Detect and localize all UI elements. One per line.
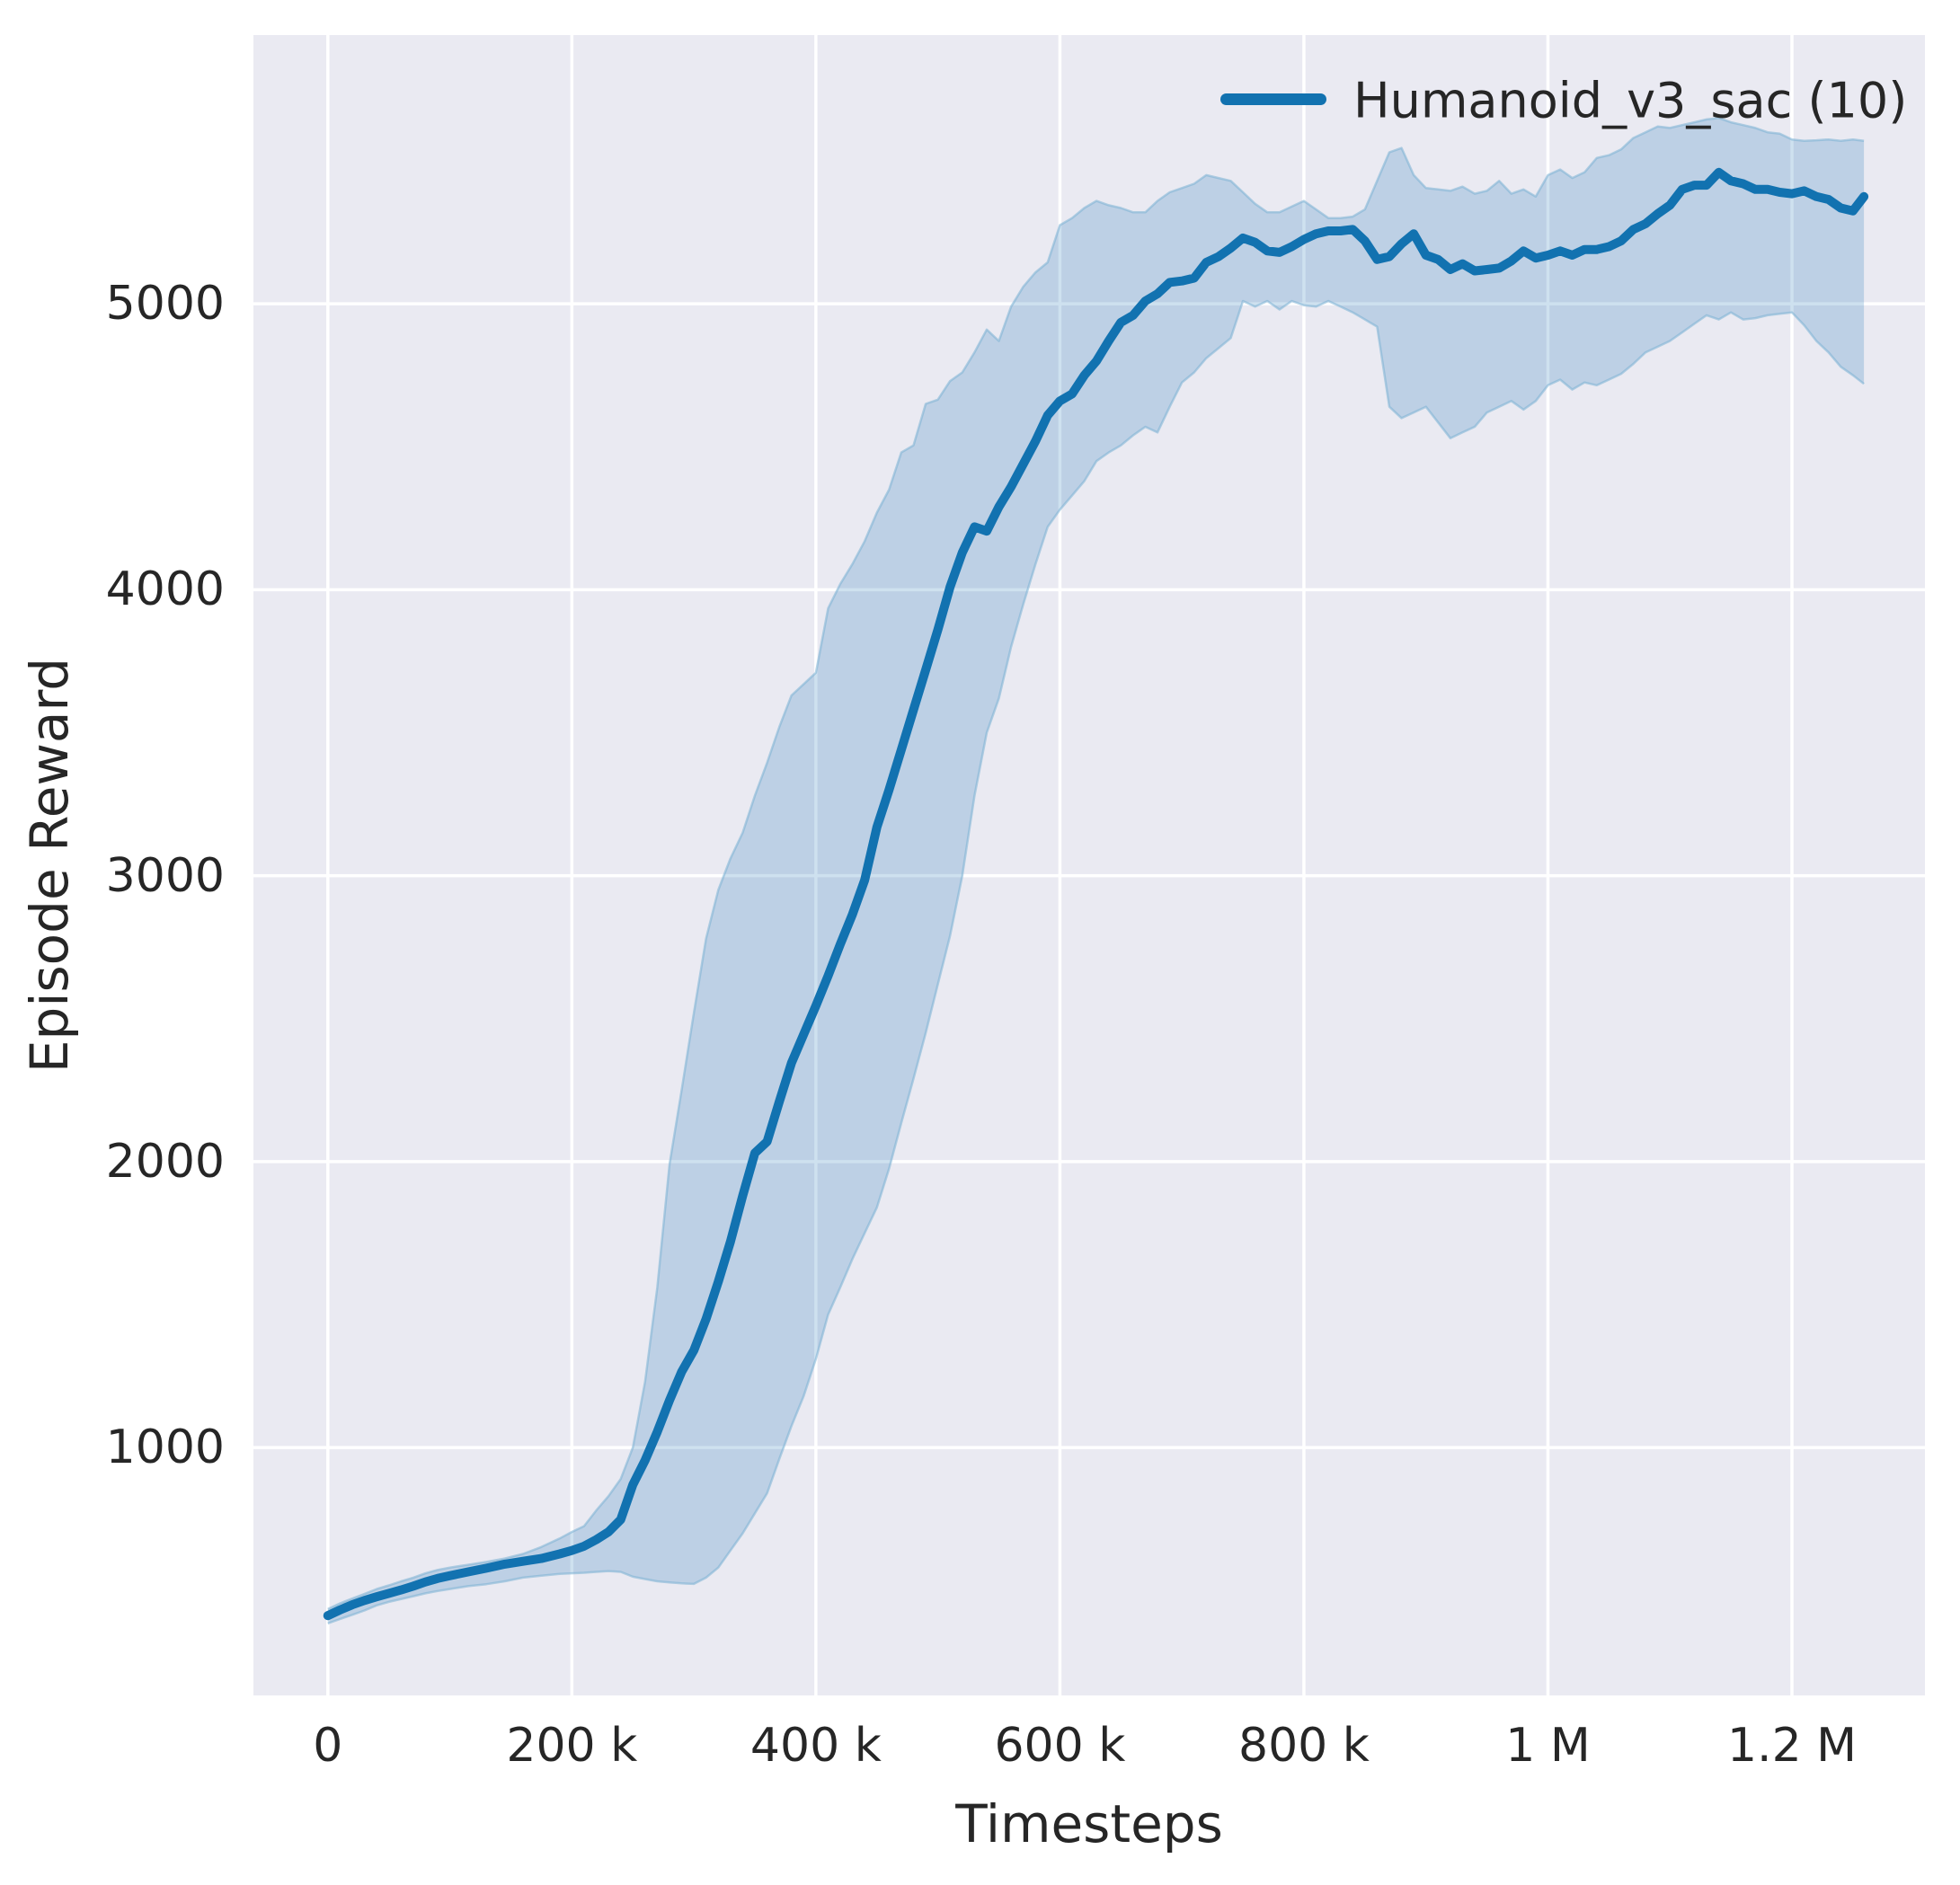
- y-tick-label: 5000: [105, 277, 225, 332]
- y-tick-label: 3000: [105, 848, 225, 903]
- y-axis-label: Episode Reward: [19, 657, 80, 1074]
- chart-canvas: [253, 35, 1925, 1695]
- y-tick-label: 2000: [105, 1134, 225, 1189]
- x-tick-label: 0: [313, 1719, 343, 1773]
- x-tick-label: 400 k: [749, 1719, 882, 1773]
- confidence-band-lower-edge: [327, 299, 1865, 1624]
- confidence-band-upper-edge: [327, 117, 1865, 1611]
- x-axis-label: Timesteps: [955, 1793, 1223, 1854]
- x-tick-label: 200 k: [506, 1719, 638, 1773]
- confidence-band: [327, 118, 1865, 1624]
- mean-reward-line: [323, 167, 1869, 1621]
- y-tick-label: 4000: [105, 562, 225, 617]
- x-tick-label: 800 k: [1237, 1719, 1370, 1773]
- legend-line-sample: [1220, 93, 1326, 105]
- plot-area: [253, 35, 1925, 1695]
- x-tick-label: 600 k: [994, 1719, 1126, 1773]
- y-tick-label: 1000: [105, 1420, 225, 1475]
- x-tick-label: 1 M: [1505, 1719, 1591, 1773]
- x-tick-label: 1.2 M: [1726, 1719, 1858, 1773]
- legend-entry-label: Humanoid_v3_sac (10): [1353, 72, 1908, 129]
